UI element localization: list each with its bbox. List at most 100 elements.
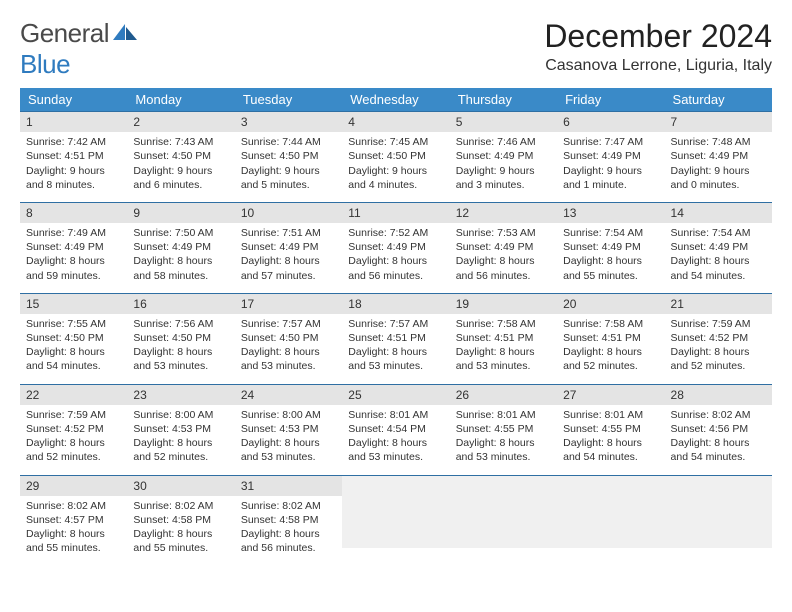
calendar-day-cell: 1Sunrise: 7:42 AMSunset: 4:51 PMDaylight…	[20, 112, 127, 203]
daylight-line: Daylight: 8 hours and 55 minutes.	[563, 254, 658, 282]
daylight-line: Daylight: 8 hours and 54 minutes.	[671, 436, 766, 464]
day-number: 19	[450, 294, 557, 314]
day-number: 30	[127, 476, 234, 496]
sunset-line: Sunset: 4:57 PM	[26, 513, 121, 527]
sunset-line: Sunset: 4:55 PM	[456, 422, 551, 436]
calendar-day-cell: 20Sunrise: 7:58 AMSunset: 4:51 PMDayligh…	[557, 293, 664, 384]
calendar-day-cell: 19Sunrise: 7:58 AMSunset: 4:51 PMDayligh…	[450, 293, 557, 384]
day-number: 4	[342, 112, 449, 132]
calendar-table: SundayMondayTuesdayWednesdayThursdayFrid…	[20, 88, 772, 565]
daylight-line: Daylight: 9 hours and 3 minutes.	[456, 164, 551, 192]
calendar-day-cell: 2Sunrise: 7:43 AMSunset: 4:50 PMDaylight…	[127, 112, 234, 203]
daylight-line: Daylight: 8 hours and 59 minutes.	[26, 254, 121, 282]
sunset-line: Sunset: 4:49 PM	[133, 240, 228, 254]
calendar-day-cell: 4Sunrise: 7:45 AMSunset: 4:50 PMDaylight…	[342, 112, 449, 203]
day-details: Sunrise: 8:01 AMSunset: 4:55 PMDaylight:…	[450, 405, 557, 475]
sunrise-line: Sunrise: 7:48 AM	[671, 135, 766, 149]
logo-sail-icon	[111, 22, 139, 42]
day-number: 28	[665, 385, 772, 405]
calendar-day-cell: 12Sunrise: 7:53 AMSunset: 4:49 PMDayligh…	[450, 202, 557, 293]
day-number: 3	[235, 112, 342, 132]
sunset-line: Sunset: 4:50 PM	[133, 149, 228, 163]
sunrise-line: Sunrise: 7:55 AM	[26, 317, 121, 331]
sunset-line: Sunset: 4:52 PM	[26, 422, 121, 436]
daylight-line: Daylight: 8 hours and 58 minutes.	[133, 254, 228, 282]
daylight-line: Daylight: 9 hours and 5 minutes.	[241, 164, 336, 192]
sunrise-line: Sunrise: 7:57 AM	[348, 317, 443, 331]
page-title: December 2024	[544, 18, 772, 55]
logo-text-blue: Blue	[20, 49, 70, 79]
calendar-day-cell: 14Sunrise: 7:54 AMSunset: 4:49 PMDayligh…	[665, 202, 772, 293]
sunset-line: Sunset: 4:53 PM	[133, 422, 228, 436]
daylight-line: Daylight: 8 hours and 54 minutes.	[563, 436, 658, 464]
sunrise-line: Sunrise: 7:59 AM	[671, 317, 766, 331]
daylight-line: Daylight: 8 hours and 53 minutes.	[456, 436, 551, 464]
calendar-week-row: 1Sunrise: 7:42 AMSunset: 4:51 PMDaylight…	[20, 112, 772, 203]
day-details: Sunrise: 7:49 AMSunset: 4:49 PMDaylight:…	[20, 223, 127, 293]
calendar-day-cell: 31Sunrise: 8:02 AMSunset: 4:58 PMDayligh…	[235, 475, 342, 565]
daylight-line: Daylight: 9 hours and 0 minutes.	[671, 164, 766, 192]
weekday-header: Monday	[127, 88, 234, 112]
day-number: 16	[127, 294, 234, 314]
day-number: 14	[665, 203, 772, 223]
day-details: Sunrise: 8:02 AMSunset: 4:58 PMDaylight:…	[127, 496, 234, 566]
calendar-week-row: 15Sunrise: 7:55 AMSunset: 4:50 PMDayligh…	[20, 293, 772, 384]
sunset-line: Sunset: 4:49 PM	[241, 240, 336, 254]
sunrise-line: Sunrise: 7:57 AM	[241, 317, 336, 331]
day-number: 6	[557, 112, 664, 132]
sunrise-line: Sunrise: 7:50 AM	[133, 226, 228, 240]
sunset-line: Sunset: 4:58 PM	[133, 513, 228, 527]
sunrise-line: Sunrise: 7:43 AM	[133, 135, 228, 149]
sunrise-line: Sunrise: 7:47 AM	[563, 135, 658, 149]
day-details: Sunrise: 7:42 AMSunset: 4:51 PMDaylight:…	[20, 132, 127, 202]
sunrise-line: Sunrise: 7:59 AM	[26, 408, 121, 422]
day-number: 26	[450, 385, 557, 405]
day-details: Sunrise: 8:01 AMSunset: 4:55 PMDaylight:…	[557, 405, 664, 475]
calendar-week-row: 22Sunrise: 7:59 AMSunset: 4:52 PMDayligh…	[20, 384, 772, 475]
weekday-header: Wednesday	[342, 88, 449, 112]
sunset-line: Sunset: 4:51 PM	[563, 331, 658, 345]
daylight-line: Daylight: 8 hours and 54 minutes.	[26, 345, 121, 373]
sunrise-line: Sunrise: 7:49 AM	[26, 226, 121, 240]
daylight-line: Daylight: 8 hours and 53 minutes.	[348, 436, 443, 464]
calendar-empty-cell	[342, 475, 449, 565]
calendar-day-cell: 15Sunrise: 7:55 AMSunset: 4:50 PMDayligh…	[20, 293, 127, 384]
sunrise-line: Sunrise: 7:45 AM	[348, 135, 443, 149]
sunset-line: Sunset: 4:58 PM	[241, 513, 336, 527]
day-details: Sunrise: 8:00 AMSunset: 4:53 PMDaylight:…	[235, 405, 342, 475]
daylight-line: Daylight: 8 hours and 55 minutes.	[26, 527, 121, 555]
logo-text-general: General	[20, 18, 109, 48]
calendar-empty-cell	[665, 475, 772, 565]
day-number: 2	[127, 112, 234, 132]
day-details: Sunrise: 8:02 AMSunset: 4:58 PMDaylight:…	[235, 496, 342, 566]
day-details: Sunrise: 7:44 AMSunset: 4:50 PMDaylight:…	[235, 132, 342, 202]
day-details: Sunrise: 7:59 AMSunset: 4:52 PMDaylight:…	[20, 405, 127, 475]
day-number: 12	[450, 203, 557, 223]
calendar-day-cell: 11Sunrise: 7:52 AMSunset: 4:49 PMDayligh…	[342, 202, 449, 293]
logo-text-wrap: General Blue	[20, 18, 139, 80]
weekday-header: Saturday	[665, 88, 772, 112]
daylight-line: Daylight: 8 hours and 54 minutes.	[671, 254, 766, 282]
weekday-header: Thursday	[450, 88, 557, 112]
day-details: Sunrise: 7:50 AMSunset: 4:49 PMDaylight:…	[127, 223, 234, 293]
day-number: 5	[450, 112, 557, 132]
day-details: Sunrise: 7:58 AMSunset: 4:51 PMDaylight:…	[450, 314, 557, 384]
calendar-day-cell: 8Sunrise: 7:49 AMSunset: 4:49 PMDaylight…	[20, 202, 127, 293]
day-details: Sunrise: 7:47 AMSunset: 4:49 PMDaylight:…	[557, 132, 664, 202]
daylight-line: Daylight: 8 hours and 55 minutes.	[133, 527, 228, 555]
sunrise-line: Sunrise: 8:01 AM	[563, 408, 658, 422]
daylight-line: Daylight: 8 hours and 53 minutes.	[241, 436, 336, 464]
sunrise-line: Sunrise: 7:56 AM	[133, 317, 228, 331]
daylight-line: Daylight: 8 hours and 52 minutes.	[26, 436, 121, 464]
daylight-line: Daylight: 8 hours and 56 minutes.	[348, 254, 443, 282]
daylight-line: Daylight: 8 hours and 56 minutes.	[241, 527, 336, 555]
sunset-line: Sunset: 4:50 PM	[348, 149, 443, 163]
sunrise-line: Sunrise: 7:54 AM	[563, 226, 658, 240]
daylight-line: Daylight: 8 hours and 56 minutes.	[456, 254, 551, 282]
sunrise-line: Sunrise: 7:58 AM	[456, 317, 551, 331]
day-number: 27	[557, 385, 664, 405]
sunset-line: Sunset: 4:51 PM	[348, 331, 443, 345]
day-number: 18	[342, 294, 449, 314]
sunset-line: Sunset: 4:49 PM	[671, 240, 766, 254]
day-number: 21	[665, 294, 772, 314]
